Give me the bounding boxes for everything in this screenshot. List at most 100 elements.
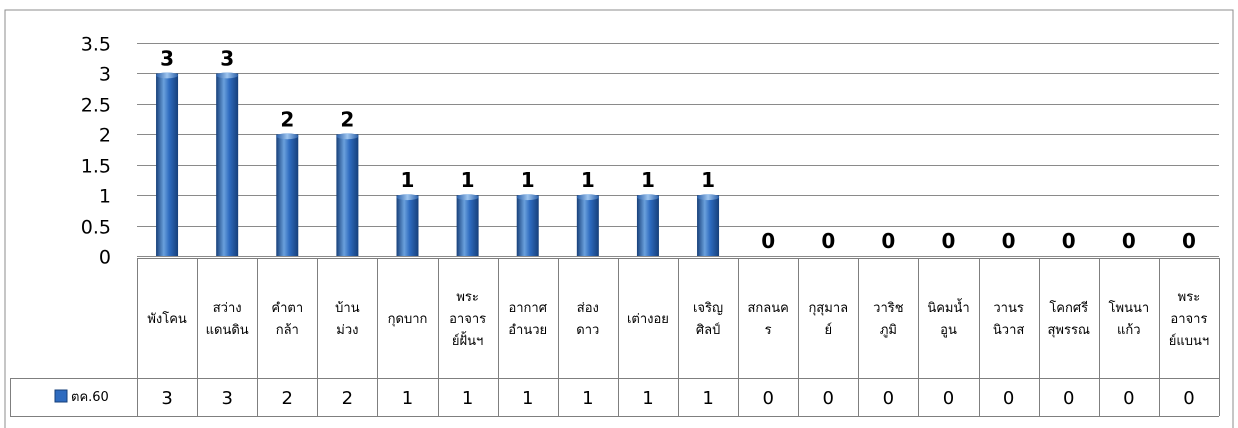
y-axis-ticks: 0 0.5 1 1.5 2 2.5 3 3.5 bbox=[81, 34, 111, 269]
bar bbox=[456, 195, 479, 256]
category-label-line: แดนดิน bbox=[206, 323, 249, 338]
bar-cap bbox=[216, 72, 239, 79]
category-label-line: พระ bbox=[456, 290, 479, 305]
category-label: พังโคน bbox=[147, 311, 187, 327]
bar bbox=[516, 195, 539, 256]
category-label-line: อากาศ bbox=[508, 301, 547, 316]
y-tick-label: 3.5 bbox=[81, 34, 111, 56]
bar bbox=[216, 73, 239, 256]
data-label: 2 bbox=[280, 107, 294, 131]
category-label-line: พระ bbox=[1178, 290, 1201, 305]
bar-cap bbox=[516, 194, 539, 201]
category-label-line: ม่วง bbox=[336, 323, 358, 338]
table-value: 0 bbox=[1003, 388, 1014, 409]
category-label-line: วานร bbox=[993, 301, 1023, 316]
category-label: บ้านม่วง bbox=[335, 301, 360, 338]
category-label-line: ส่อง bbox=[577, 301, 599, 316]
category-label-line: คำตา bbox=[271, 301, 303, 316]
data-label: 0 bbox=[942, 229, 956, 253]
category-label: สว่างแดนดิน bbox=[206, 301, 249, 338]
table-value: 0 bbox=[943, 388, 954, 409]
category-label: วานรนิวาส bbox=[993, 301, 1024, 338]
bar bbox=[576, 195, 599, 256]
bar-cap bbox=[636, 194, 659, 201]
data-label: 3 bbox=[160, 46, 174, 70]
data-label: 1 bbox=[581, 168, 595, 192]
category-label: กุดบาก bbox=[388, 312, 428, 327]
table-value: 0 bbox=[762, 388, 773, 409]
category-label: พระอาจารย์ฝั้นฯ bbox=[449, 290, 486, 349]
data-label: 0 bbox=[1122, 229, 1136, 253]
category-label-line: ย์ฝั้นฯ bbox=[452, 331, 483, 349]
category-label: นิคมน้ำอูน bbox=[927, 298, 969, 338]
table-value: 0 bbox=[1123, 388, 1134, 409]
table-value: 1 bbox=[462, 388, 473, 409]
data-label: 0 bbox=[821, 229, 835, 253]
category-label: วาริชภูมิ bbox=[873, 301, 904, 338]
bar bbox=[697, 195, 720, 256]
category-label: พระอาจารย์แบนฯ bbox=[1169, 290, 1209, 349]
category-label-line: ดาว bbox=[576, 323, 599, 338]
table-value: 1 bbox=[642, 388, 653, 409]
category-label-line: วาริช bbox=[873, 301, 904, 316]
category-label-line: ย์ bbox=[824, 322, 832, 338]
category-label: อากาศอำนวย bbox=[508, 301, 547, 338]
category-label-line: อำนวย bbox=[508, 323, 547, 338]
data-label: 0 bbox=[1002, 229, 1016, 253]
category-label: คำตากล้า bbox=[271, 301, 303, 338]
bar-cap bbox=[336, 133, 359, 140]
category-label-line: ภูมิ bbox=[880, 323, 897, 338]
data-label: 1 bbox=[521, 168, 535, 192]
table-value: 1 bbox=[402, 388, 413, 409]
data-label: 1 bbox=[701, 168, 715, 192]
bar bbox=[636, 195, 659, 256]
y-tick-label: 0 bbox=[99, 247, 111, 269]
gridlines bbox=[137, 43, 1219, 257]
bar bbox=[156, 73, 179, 256]
bar-cap bbox=[697, 194, 720, 201]
category-label-line: เจริญ bbox=[693, 301, 723, 316]
table-value: 1 bbox=[582, 388, 593, 409]
category-label-line: โพนนา bbox=[1109, 300, 1150, 316]
category-label: เต่างอย bbox=[627, 312, 669, 327]
table-value: 3 bbox=[221, 388, 232, 409]
category-label-line: สุพรรณ bbox=[1047, 323, 1090, 338]
category-label-line: อาจาร bbox=[449, 312, 486, 327]
y-tick-label: 3 bbox=[99, 64, 111, 86]
data-label: 0 bbox=[1182, 229, 1196, 253]
table-value: 3 bbox=[161, 388, 172, 409]
data-labels: 3 3 2 2 1 1 1 1 1 1 0 0 0 0 0 0 0 0 bbox=[160, 46, 1196, 253]
bars bbox=[156, 72, 720, 256]
data-table: พังโคน 3 สว่างแดนดิน 3 คำตากล้า 2 บ้านม่วง 2 กุด… bbox=[10, 258, 1220, 417]
category-label-line: ย์แบนฯ bbox=[1169, 333, 1209, 349]
category-label-line: กุสุมาล bbox=[808, 301, 848, 316]
y-tick-label: 1.5 bbox=[81, 156, 111, 178]
category-label-line: เต่างอย bbox=[627, 312, 669, 327]
category-label-line: กุดบาก bbox=[388, 312, 428, 327]
table-value: 2 bbox=[282, 388, 293, 409]
y-tick-label: 2 bbox=[99, 125, 111, 147]
category-label: สกลนคร bbox=[747, 301, 788, 338]
table-value: 1 bbox=[702, 388, 713, 409]
data-label: 1 bbox=[461, 168, 475, 192]
category-label-line: แก้ว bbox=[1117, 323, 1141, 338]
category-label-line: โคกศรี bbox=[1049, 300, 1088, 316]
category-label: ส่องดาว bbox=[576, 301, 599, 338]
category-label: เจริญศิลป์ bbox=[693, 301, 723, 338]
table-value: 2 bbox=[342, 388, 353, 409]
legend-series-name: ตค.60 bbox=[71, 390, 109, 405]
bar bbox=[396, 195, 419, 256]
category-label-line: พังโคน bbox=[147, 311, 187, 327]
category-label-line: อูน bbox=[940, 323, 957, 338]
data-label: 0 bbox=[1062, 229, 1076, 253]
data-label: 0 bbox=[881, 229, 895, 253]
table-value: 0 bbox=[883, 388, 894, 409]
data-label: 2 bbox=[340, 107, 354, 131]
category-label: โคกศรีสุพรรณ bbox=[1047, 300, 1090, 338]
table-value: 1 bbox=[522, 388, 533, 409]
bar bbox=[276, 134, 299, 256]
category-label-line: สว่าง bbox=[213, 301, 242, 316]
category-label-line: บ้าน bbox=[335, 301, 360, 316]
